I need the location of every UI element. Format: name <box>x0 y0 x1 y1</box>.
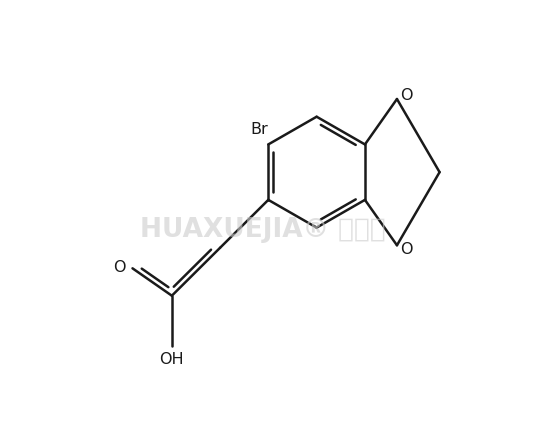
Text: OH: OH <box>160 352 184 367</box>
Text: O: O <box>400 242 412 257</box>
Text: HUAXUEJIA® 化学加: HUAXUEJIA® 化学加 <box>139 217 385 243</box>
Text: O: O <box>113 260 126 275</box>
Text: O: O <box>400 88 412 103</box>
Text: Br: Br <box>250 122 268 137</box>
